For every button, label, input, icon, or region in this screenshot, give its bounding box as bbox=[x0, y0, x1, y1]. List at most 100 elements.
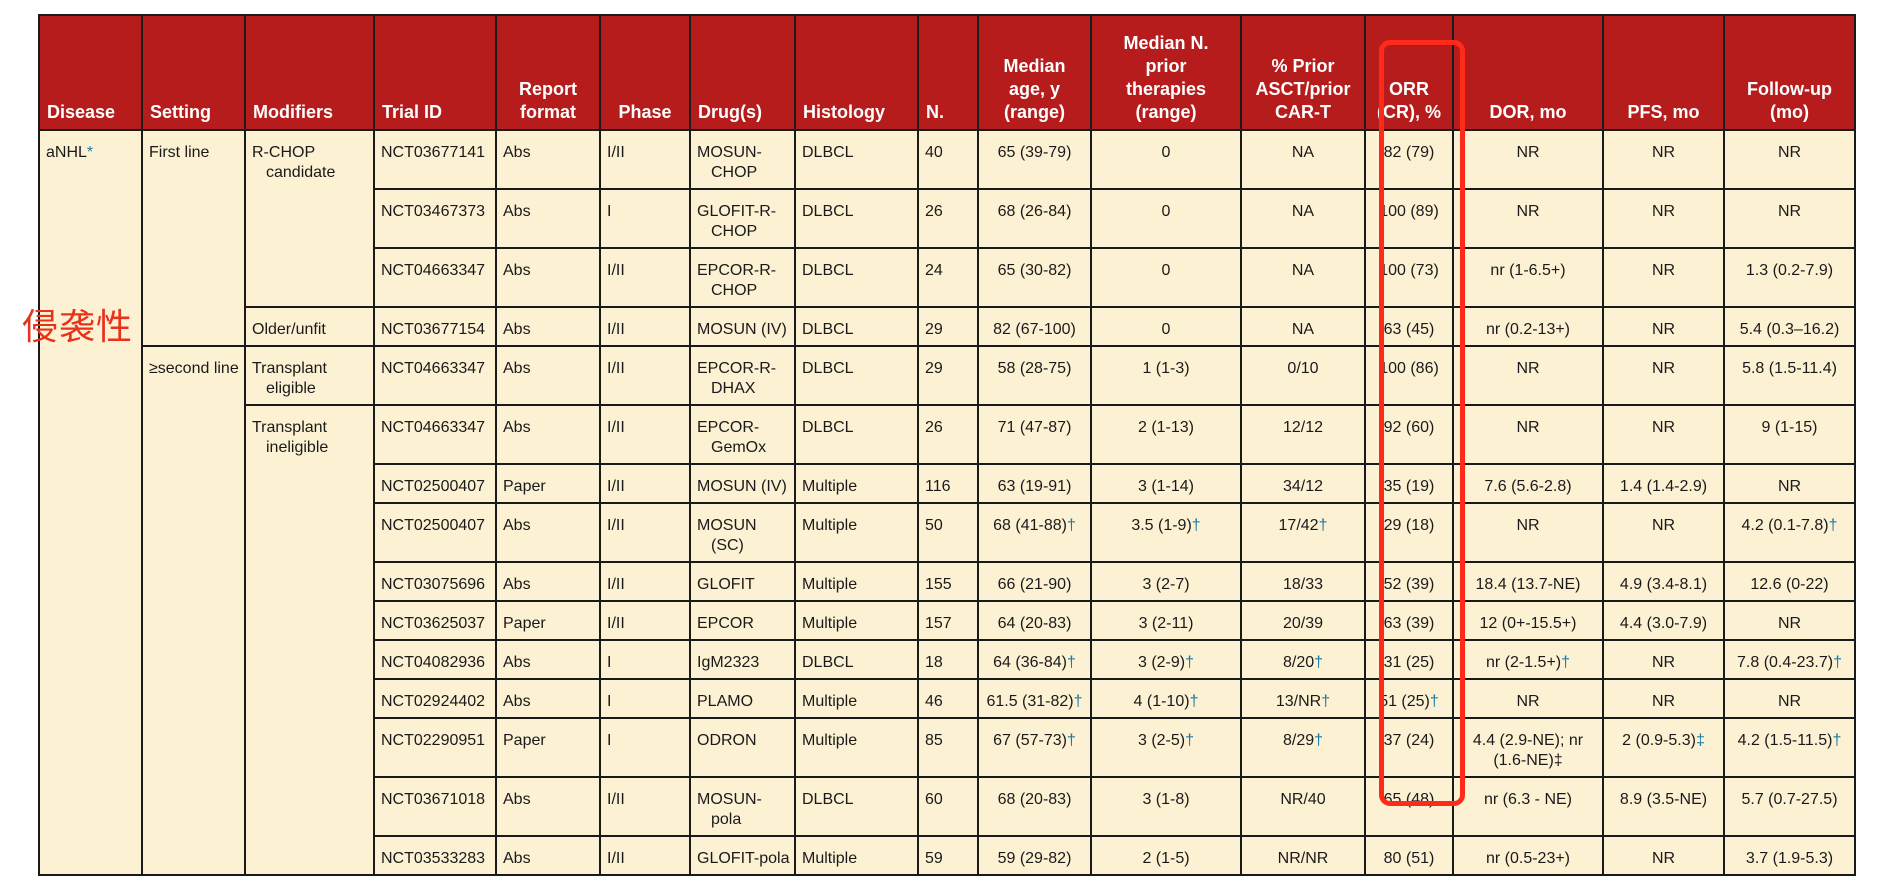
cell-text: R-CHOP candidate bbox=[252, 144, 336, 181]
n-cell: 60 bbox=[917, 776, 979, 837]
column-header-line: Drug(s) bbox=[698, 102, 762, 122]
orr-cell: 35 (19) bbox=[1364, 463, 1454, 504]
cell-text: NR bbox=[1651, 517, 1676, 534]
footnote-mark: † bbox=[1066, 732, 1076, 749]
drug-cell: IgM2323 bbox=[689, 639, 796, 680]
cell-text: DLBCL bbox=[802, 654, 854, 671]
column-header-line: DOR, mo bbox=[1489, 102, 1567, 122]
report-format-cell: Abs bbox=[495, 502, 601, 563]
cell-text: IgM2323 bbox=[697, 654, 760, 671]
dor-cell: NR bbox=[1452, 129, 1604, 190]
cell-text: 65 (48) bbox=[1383, 791, 1435, 808]
trial-table-container: Disease Setting Modifiers Trial ID Report for… bbox=[38, 14, 1856, 876]
footnote-mark: † bbox=[1185, 654, 1195, 671]
orr-cell: 51 (25)† bbox=[1364, 678, 1454, 719]
cell-text: 29 (18) bbox=[1383, 517, 1435, 534]
column-header: DOR, mo bbox=[1452, 14, 1604, 131]
prior-therapies-cell: 0 bbox=[1090, 247, 1242, 308]
histology-cell: DLBCL bbox=[794, 404, 919, 465]
cell-text: NCT02924402 bbox=[381, 693, 486, 710]
pfs-cell: 4.9 (3.4-8.1) bbox=[1602, 561, 1725, 602]
column-header-line: CAR-T bbox=[1275, 102, 1331, 122]
prior-asct-cart-cell: 0/10 bbox=[1240, 345, 1366, 406]
column-header-line: PFS, mo bbox=[1627, 102, 1700, 122]
cell-text: Multiple bbox=[802, 478, 858, 495]
modifier-cell: Older/unfit bbox=[244, 306, 375, 347]
prior-asct-cart-cell: 13/NR† bbox=[1240, 678, 1366, 719]
cell-text: MOSUN (IV) bbox=[697, 321, 787, 338]
cell-text: ODRON bbox=[697, 732, 757, 749]
cell-text: I/II bbox=[607, 262, 625, 279]
cell-text: Abs bbox=[503, 517, 531, 534]
cell-text: 3 (2-11) bbox=[1138, 615, 1194, 632]
cell-text: NR bbox=[1651, 419, 1676, 436]
cell-text: I bbox=[607, 732, 612, 749]
cell-text: Transplant eligible bbox=[252, 360, 327, 397]
cell-text: Transplant ineligible bbox=[252, 419, 329, 456]
cell-text: 5.8 (1.5-11.4) bbox=[1742, 360, 1837, 377]
column-header: Median age, y (range) bbox=[977, 14, 1092, 131]
cell-text: NCT02290951 bbox=[381, 732, 486, 749]
dor-cell: nr (0.5-23+) bbox=[1452, 835, 1604, 876]
footnote-mark: † bbox=[1318, 517, 1328, 534]
footnote-mark: † bbox=[1429, 693, 1439, 710]
histology-cell: DLBCL bbox=[794, 129, 919, 190]
phase-cell: I/II bbox=[599, 404, 691, 465]
n-cell: 26 bbox=[917, 404, 979, 465]
cell-text: 8/29 bbox=[1282, 732, 1315, 749]
drug-cell: GLOFIT bbox=[689, 561, 796, 602]
cell-text: Abs bbox=[503, 262, 531, 279]
table-row: NCT02290951 Paper I ODRON Multiple 85 67 (57-7… bbox=[39, 717, 1856, 778]
cell-text: Paper bbox=[503, 615, 546, 632]
cell-text: I/II bbox=[607, 478, 625, 495]
median-age-cell: 59 (29-82) bbox=[977, 835, 1092, 876]
footnote-mark: † bbox=[1321, 693, 1331, 710]
median-age-cell: 66 (21-90) bbox=[977, 561, 1092, 602]
cell-text: NR bbox=[1651, 262, 1676, 279]
cell-text: 68 (26-84) bbox=[997, 203, 1072, 220]
cell-text: NR bbox=[1777, 615, 1802, 632]
pfs-cell: NR bbox=[1602, 129, 1725, 190]
report-format-cell: Abs bbox=[495, 129, 601, 190]
follow-up-cell: 4.2 (0.1-7.8)† bbox=[1723, 502, 1856, 563]
cell-text: 0 bbox=[1161, 203, 1171, 220]
footnote-mark: † bbox=[1066, 654, 1076, 671]
footnote-mark: † bbox=[1833, 654, 1842, 671]
cell-text: 29 bbox=[925, 360, 943, 377]
follow-up-cell: NR bbox=[1723, 678, 1856, 719]
table-row: ≥second line Transplant eligible NCT046633… bbox=[39, 345, 1856, 876]
cell-text: 65 (30-82) bbox=[997, 262, 1072, 279]
phase-cell: I bbox=[599, 678, 691, 719]
trial-id-cell: NCT04663347 bbox=[373, 404, 497, 465]
cell-text: I/II bbox=[607, 576, 625, 593]
cell-text: I bbox=[607, 693, 612, 710]
cell-text: 100 (86) bbox=[1379, 360, 1439, 377]
median-age-cell: 65 (30-82) bbox=[977, 247, 1092, 308]
follow-up-cell: 7.8 (0.4-23.7)† bbox=[1723, 639, 1856, 680]
cell-text: MOSUN (SC) bbox=[697, 517, 757, 554]
cell-text: NR bbox=[1777, 478, 1802, 495]
cell-text: 2 (1-5) bbox=[1142, 850, 1190, 867]
table-row: NCT03075696 Abs I/II GLOFIT Multiple 155 66 (2… bbox=[39, 561, 1856, 602]
phase-cell: I/II bbox=[599, 463, 691, 504]
column-header: Report format bbox=[495, 14, 601, 131]
cell-text: NR bbox=[1651, 144, 1676, 161]
cell-text: DLBCL bbox=[802, 144, 854, 161]
median-age-cell: 63 (19-91) bbox=[977, 463, 1092, 504]
histology-cell: DLBCL bbox=[794, 776, 919, 837]
phase-cell: I/II bbox=[599, 129, 691, 190]
histology-cell: Multiple bbox=[794, 502, 919, 563]
dor-cell: nr (2-1.5+)† bbox=[1452, 639, 1604, 680]
trial-id-cell: NCT02924402 bbox=[373, 678, 497, 719]
cell-text: 46 bbox=[925, 693, 943, 710]
trial-id-cell: NCT03677141 bbox=[373, 129, 497, 190]
cell-text: Abs bbox=[503, 144, 531, 161]
column-header-line: Follow-up bbox=[1747, 79, 1832, 99]
column-header-line: Modifiers bbox=[253, 102, 334, 122]
cell-text: Multiple bbox=[802, 693, 858, 710]
cell-text: DLBCL bbox=[802, 360, 854, 377]
phase-cell: I/II bbox=[599, 835, 691, 876]
cell-text: 26 bbox=[925, 419, 943, 436]
cell-text: 8.9 (3.5-NE) bbox=[1619, 791, 1708, 808]
cell-text: NR bbox=[1516, 360, 1540, 377]
